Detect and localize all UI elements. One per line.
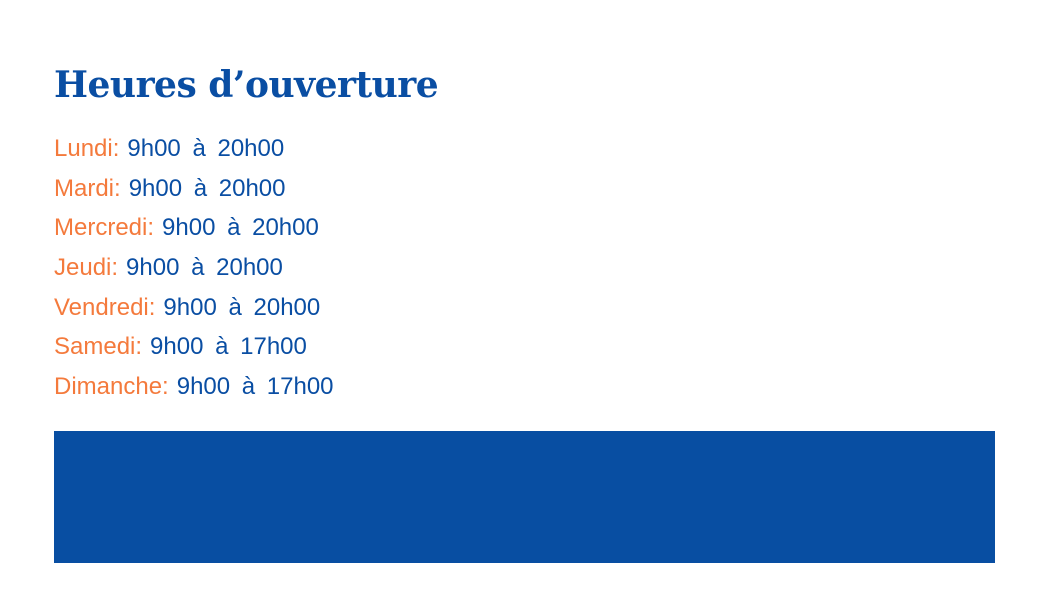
- time-range: 9h00 à 20h00: [163, 293, 321, 321]
- day-label: Dimanche:: [54, 373, 169, 401]
- time-range: 9h00 à 20h00: [128, 174, 286, 202]
- day-label: Vendredi:: [54, 293, 156, 321]
- time-range: 9h00 à 20h00: [127, 135, 285, 162]
- hours-row-friday: Vendredi: 9h00 à 20h00: [54, 291, 334, 331]
- hours-row-saturday: Samedi: 9h00 à 17h00: [54, 330, 334, 370]
- hours-row-wednesday: Mercredi: 9h00 à 20h00: [54, 211, 334, 251]
- time-range: 9h00 à 20h00: [162, 214, 319, 242]
- time-range: 9h00 à 17h00: [150, 333, 307, 361]
- time-range: 9h00 à 20h00: [126, 254, 283, 282]
- hours-row-monday: Lundi: 9h00 à 20h00: [54, 132, 334, 172]
- blue-banner: [54, 431, 995, 563]
- day-label: Jeudi:: [54, 254, 119, 282]
- hours-row-sunday: Dimanche: 9h00 à 17h00: [54, 370, 334, 410]
- day-label: Mardi:: [54, 174, 121, 202]
- time-range: 9h00 à 17h00: [176, 373, 334, 401]
- day-label: Lundi:: [54, 135, 120, 162]
- day-label: Samedi:: [54, 333, 143, 361]
- hours-row-thursday: Jeudi: 9h00 à 20h00: [54, 251, 334, 291]
- page-title: Heures d’ouverture: [54, 64, 439, 106]
- day-label: Mercredi:: [54, 214, 155, 242]
- hours-row-tuesday: Mardi: 9h00 à 20h00: [54, 172, 334, 212]
- opening-hours-list: Lundi: 9h00 à 20h00 Mardi: 9h00 à 20h00 Me…: [54, 132, 334, 410]
